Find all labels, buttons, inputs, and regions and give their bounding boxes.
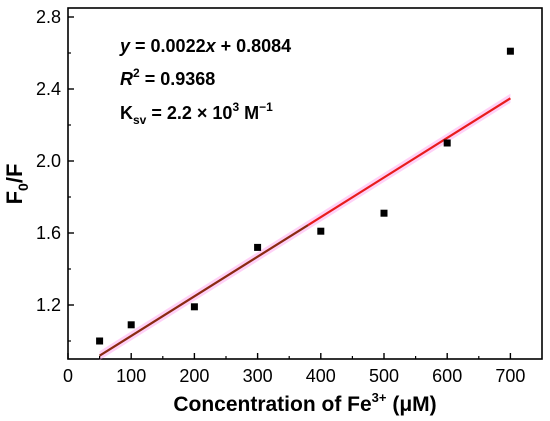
- r-squared: R2 = 0.9368: [120, 66, 215, 89]
- fit-line-lower: [99, 224, 309, 357]
- axis-ticks: 0 100 200 300 400 500 600 700 1.2 1.6 2.0 2.4 2.8: [36, 7, 525, 386]
- eq-x: x: [205, 36, 217, 56]
- eq-y: y: [119, 36, 131, 56]
- r2-r: R: [120, 69, 133, 89]
- data-point: [254, 243, 262, 251]
- x-tick-label: 400: [306, 366, 336, 386]
- data-point: [317, 227, 325, 235]
- data-point: [127, 321, 135, 329]
- data-point: [443, 139, 451, 147]
- x-axis-title-unit: (μM): [387, 393, 437, 416]
- x-axis-title-main: Concentration of Fe: [173, 393, 371, 416]
- fit-line-upper: [307, 97, 511, 226]
- fit-line-group: [99, 97, 511, 357]
- y-tick-label: 1.6: [36, 223, 61, 243]
- x-tick-label: 100: [116, 366, 146, 386]
- x-tick-label: 600: [432, 366, 462, 386]
- x-axis-title: Concentration of Fe3+ (μM): [173, 390, 436, 416]
- y-axis-title: F0/F: [2, 164, 31, 205]
- ksv-mid: = 2.2 × 10: [146, 103, 232, 123]
- data-point: [506, 47, 514, 55]
- x-tick-label: 700: [495, 366, 525, 386]
- y-axis-title-end: /F: [2, 164, 27, 184]
- ksv-unit: M: [239, 103, 259, 123]
- eq-tail: + 0.8084: [216, 36, 292, 56]
- y-tick-label: 2.4: [36, 79, 61, 99]
- fit-equation: y = 0.0022x + 0.8084: [119, 36, 291, 56]
- x-tick-label: 200: [179, 366, 209, 386]
- y-tick-label: 2.0: [36, 151, 61, 171]
- ksv-sub: sv: [133, 113, 147, 127]
- r2-sup: 2: [133, 66, 140, 80]
- data-point: [96, 337, 104, 345]
- data-point: [380, 209, 388, 217]
- x-tick-label: 300: [243, 366, 273, 386]
- x-tick-label: 0: [63, 366, 73, 386]
- r2-tail: = 0.9368: [140, 69, 216, 89]
- y-axis-title-sub: 0: [15, 183, 31, 191]
- eq-rest: = 0.0022: [130, 36, 206, 56]
- ksv-value: Ksv = 2.2 × 103 M−1: [120, 100, 273, 127]
- y-tick-label: 1.2: [36, 295, 61, 315]
- ksv-unit-sup: −1: [259, 100, 273, 114]
- data-points: [96, 47, 514, 345]
- y-axis-title-main: F: [2, 191, 27, 204]
- x-tick-label: 500: [369, 366, 399, 386]
- y-tick-label: 2.8: [36, 7, 61, 27]
- plot-frame: [67, 7, 543, 360]
- data-point: [190, 303, 198, 311]
- x-axis-title-sup: 3+: [372, 390, 387, 405]
- ksv-sup: 3: [232, 100, 239, 114]
- ksv-k: K: [120, 103, 133, 123]
